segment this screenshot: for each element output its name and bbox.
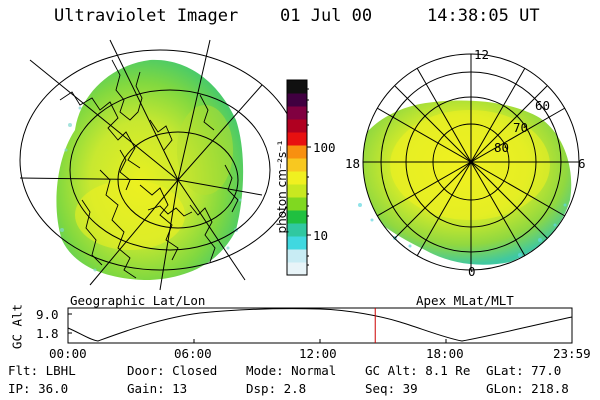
altitude-ytick-high: 9.0 — [36, 307, 59, 322]
info-mode: Mode: Normal — [246, 363, 337, 378]
colorbar-segment — [287, 223, 307, 237]
altitude-xtick-0600: 06:00 — [174, 346, 212, 361]
mlt-label-0: 0 — [468, 264, 476, 279]
altitude-ytick-low: 1.8 — [36, 326, 59, 341]
info-flt: Flt: LBHL — [8, 363, 76, 378]
info-glon: GLon: 218.8 — [486, 381, 569, 396]
altitude-xtick-1800: 18:00 — [426, 346, 464, 361]
altitude-x-ticks — [67, 313, 573, 343]
colorbar-segment — [287, 119, 307, 133]
colorbar-segment — [287, 158, 307, 172]
altitude-xtick-0000: 00:00 — [49, 346, 87, 361]
altitude-ylabel: GC Alt — [9, 303, 25, 350]
aurora-bright-region — [390, 110, 550, 220]
mlt-label-12: 12 — [474, 47, 490, 62]
info-gain: Gain: 13 — [127, 381, 188, 396]
lat-label-80: 80 — [494, 140, 510, 155]
colorbar-segment — [287, 80, 307, 94]
info-ip: IP: 36.0 — [8, 381, 69, 396]
geographic-caption: Geographic Lat/Lon — [70, 293, 206, 308]
mlt-label-6: 6 — [578, 156, 586, 171]
colorbar — [286, 79, 311, 276]
info-glat: GLat: 77.0 — [486, 363, 562, 378]
colorbar-segment — [287, 132, 307, 146]
altitude-xtick-1200: 12:00 — [299, 346, 337, 361]
polar-grid — [362, 53, 580, 271]
lat-label-70: 70 — [513, 120, 529, 135]
colorbar-segment — [287, 171, 307, 185]
info-door: Door: Closed — [127, 363, 218, 378]
geographic-map — [19, 39, 301, 291]
info-dsp: Dsp: 2.8 — [246, 381, 307, 396]
colorbar-label-10: 10 — [313, 228, 329, 243]
aurora-bright-region — [75, 180, 185, 250]
colorbar-segment — [287, 236, 307, 250]
altitude-xtick-2359: 23:59 — [553, 346, 591, 361]
lat-label-60: 60 — [535, 98, 551, 113]
colorbar-segment — [287, 106, 307, 120]
info-seq: Seq: 39 — [365, 381, 418, 396]
colorbar-segment — [287, 249, 307, 263]
colorbar-label-100: 100 — [313, 140, 336, 155]
coastlines — [59, 59, 239, 279]
colorbar-segment — [287, 262, 307, 276]
apex-caption: Apex MLat/MLT — [416, 293, 514, 308]
altitude-curve — [67, 308, 573, 342]
apex-polar-map — [358, 53, 580, 271]
colorbar-segment — [287, 184, 307, 198]
info-gc-alt: GC Alt: 8.1 Re — [365, 363, 471, 378]
speckle-noise — [60, 106, 242, 272]
colorbar-segment — [287, 93, 307, 107]
colorbar-minor-ticks — [307, 88, 309, 266]
colorbar-segment — [287, 145, 307, 159]
altitude-plot — [67, 307, 573, 344]
observation-time: 14:38:05 UT — [427, 6, 540, 26]
mlt-label-18: 18 — [345, 156, 361, 171]
colorbar-segment — [287, 197, 307, 211]
instrument-title: Ultraviolet Imager — [54, 6, 239, 26]
observation-date: 01 Jul 00 — [280, 6, 373, 26]
colorbar-unit-label: photon cm⁻²s⁻¹ — [275, 140, 289, 234]
colorbar-segment — [287, 210, 307, 224]
